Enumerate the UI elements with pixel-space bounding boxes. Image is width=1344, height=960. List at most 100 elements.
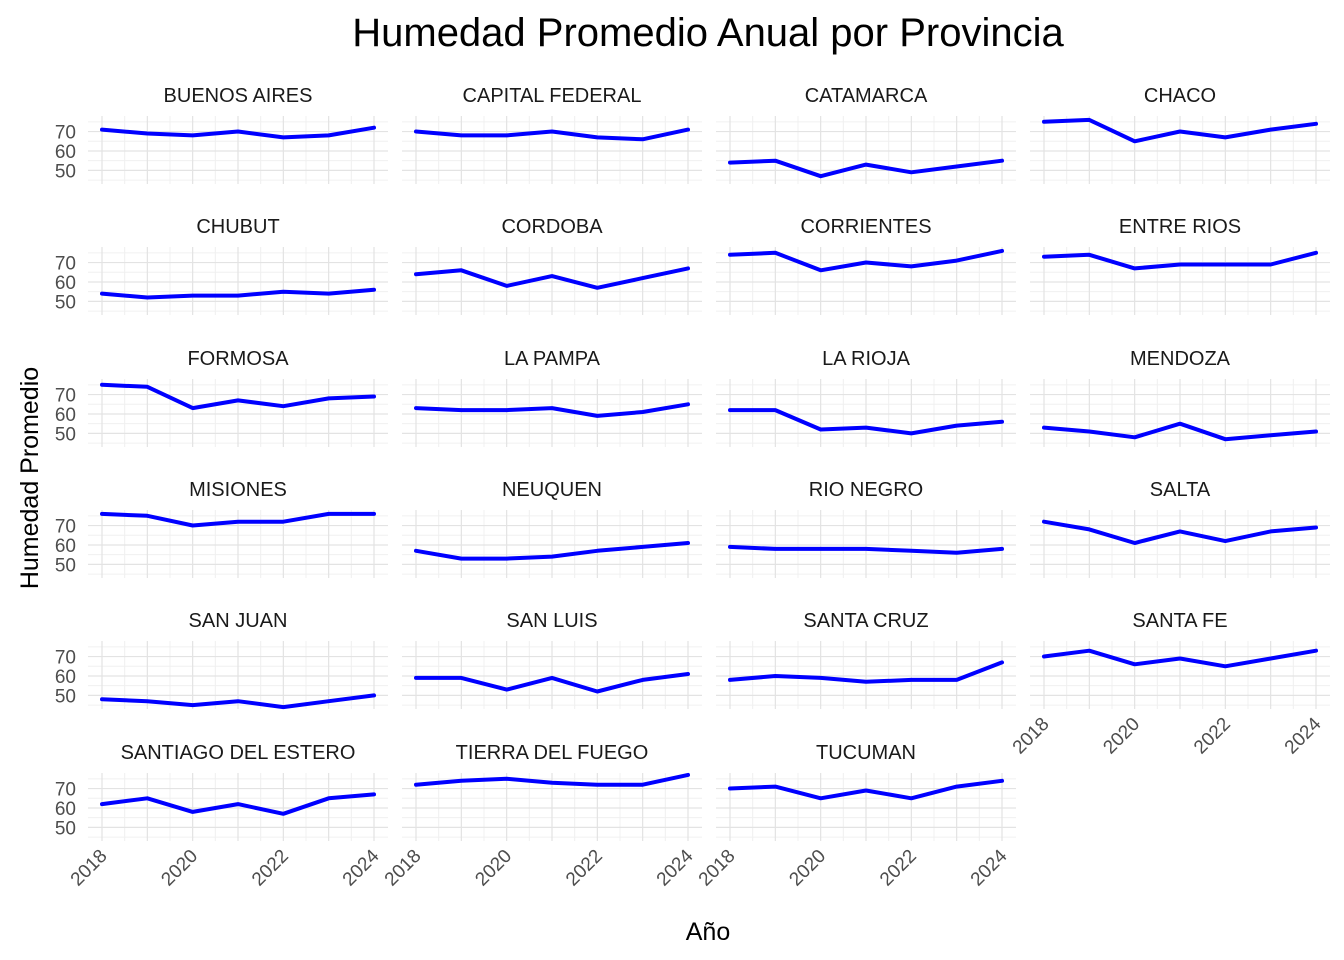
facet-label: SALTA	[1150, 479, 1211, 501]
y-axis-label: Humedad Promedio	[16, 367, 44, 589]
series-line	[414, 127, 690, 142]
facet-panel: SANTA CRUZ	[716, 610, 1016, 709]
facet-label: SANTA FE	[1132, 610, 1227, 632]
x-tick-label: 2018	[381, 846, 426, 891]
facet-panel: ENTRE RIOS	[1030, 216, 1330, 315]
series-line	[1042, 250, 1318, 271]
facet-panel: SALTA	[1030, 479, 1330, 578]
facet-label: MENDOZA	[1130, 348, 1231, 370]
facet-panel: RIO NEGRO	[716, 479, 1016, 578]
series-line	[728, 408, 1004, 436]
y-tick-label: 60	[55, 142, 76, 163]
facet-label: CHACO	[1144, 85, 1216, 107]
facet-label: CAPITAL FEDERAL	[463, 85, 642, 107]
x-tick-label: 2018	[695, 846, 740, 891]
series-line	[100, 382, 376, 411]
y-tick-label: 60	[55, 405, 76, 426]
facet-panel: LA PAMPA	[402, 348, 702, 447]
facet-panel: SAN LUIS	[402, 610, 702, 709]
facet-label: SAN LUIS	[506, 610, 597, 632]
y-tick-label: 50	[55, 818, 76, 839]
series-line	[100, 792, 376, 816]
x-tick-label: 2024	[1281, 713, 1326, 758]
facet-label: MISIONES	[189, 479, 287, 501]
series-line	[1042, 117, 1318, 144]
series-line	[1042, 519, 1318, 545]
facet-label: TIERRA DEL FUEGO	[456, 742, 649, 764]
y-tick-label: 70	[55, 123, 76, 144]
facet-label: RIO NEGRO	[809, 479, 923, 501]
series-line	[728, 544, 1004, 555]
y-tick-label: 70	[55, 254, 76, 275]
y-tick-label: 60	[55, 536, 76, 557]
series-line	[1042, 421, 1318, 442]
facet-panel: TIERRA DEL FUEGO 2018 2020 2022 2024	[381, 742, 702, 890]
series-line	[414, 402, 690, 418]
y-tick-label: 70	[55, 780, 76, 801]
series-line	[100, 125, 376, 140]
y-tick-label: 50	[55, 292, 76, 313]
x-tick-label: 2024	[967, 845, 1012, 890]
facet-label: TUCUMAN	[816, 742, 916, 764]
facet-label: CATAMARCA	[805, 85, 928, 107]
y-tick-label: 50	[55, 424, 76, 445]
x-tick-label: 2022	[562, 846, 607, 891]
series-line	[414, 672, 690, 694]
series-line	[728, 778, 1004, 801]
x-tick-label: 2022	[248, 846, 293, 891]
y-tick-label: 50	[55, 555, 76, 576]
facet-label: FORMOSA	[187, 348, 289, 370]
series-line	[414, 266, 690, 290]
series-line	[414, 541, 690, 561]
x-tick-label: 2020	[1099, 714, 1144, 759]
x-tick-label: 2020	[157, 846, 202, 891]
y-tick-label: 70	[55, 517, 76, 538]
series-line	[414, 772, 690, 787]
y-tick-label: 70	[55, 386, 76, 407]
chart-title: Humedad Promedio Anual por Provincia	[352, 11, 1064, 55]
y-tick-label: 70	[55, 648, 76, 669]
facet-label: SANTIAGO DEL ESTERO	[121, 742, 356, 764]
facet-panel: TUCUMAN 2018 2020 2022 2024	[695, 742, 1016, 890]
x-tick-label: 2018	[67, 846, 112, 891]
facet-panel: CORRIENTES	[716, 216, 1016, 315]
x-axis-label: Año	[686, 918, 730, 946]
facet-label: LA RIOJA	[822, 348, 910, 370]
facet-panel: LA RIOJA	[716, 348, 1016, 447]
x-tick-label: 2022	[1190, 714, 1235, 759]
facet-label: CORDOBA	[501, 216, 603, 238]
x-tick-label: 2018	[1009, 714, 1054, 759]
facet-label: SANTA CRUZ	[803, 610, 928, 632]
facet-label: NEUQUEN	[502, 479, 602, 501]
series-line	[728, 248, 1004, 273]
x-tick-label: 2024	[653, 845, 698, 890]
facet-panel: MENDOZA	[1030, 348, 1330, 447]
y-tick-label: 60	[55, 667, 76, 688]
y-tick-label: 50	[55, 686, 76, 707]
series-line	[728, 660, 1004, 684]
series-line	[728, 158, 1004, 179]
series-line	[100, 511, 376, 528]
series-line	[100, 693, 376, 710]
series-line	[1042, 648, 1318, 669]
facet-panel: NEUQUEN	[402, 479, 702, 578]
facet-panel: CAPITAL FEDERAL	[402, 85, 702, 184]
facet-panel: SANTA FE 2018 2020 2022 2024	[1009, 610, 1330, 758]
facet-label: BUENOS AIRES	[164, 85, 313, 107]
facet-label: ENTRE RIOS	[1119, 216, 1241, 238]
x-tick-label: 2022	[876, 846, 921, 891]
facet-label: CHUBUT	[196, 216, 279, 238]
facet-label: CORRIENTES	[800, 216, 931, 238]
series-line	[100, 287, 376, 300]
facet-panel: CORDOBA	[402, 216, 702, 315]
facet-panel: CHACO	[1030, 85, 1330, 184]
x-tick-label: 2020	[785, 846, 830, 891]
